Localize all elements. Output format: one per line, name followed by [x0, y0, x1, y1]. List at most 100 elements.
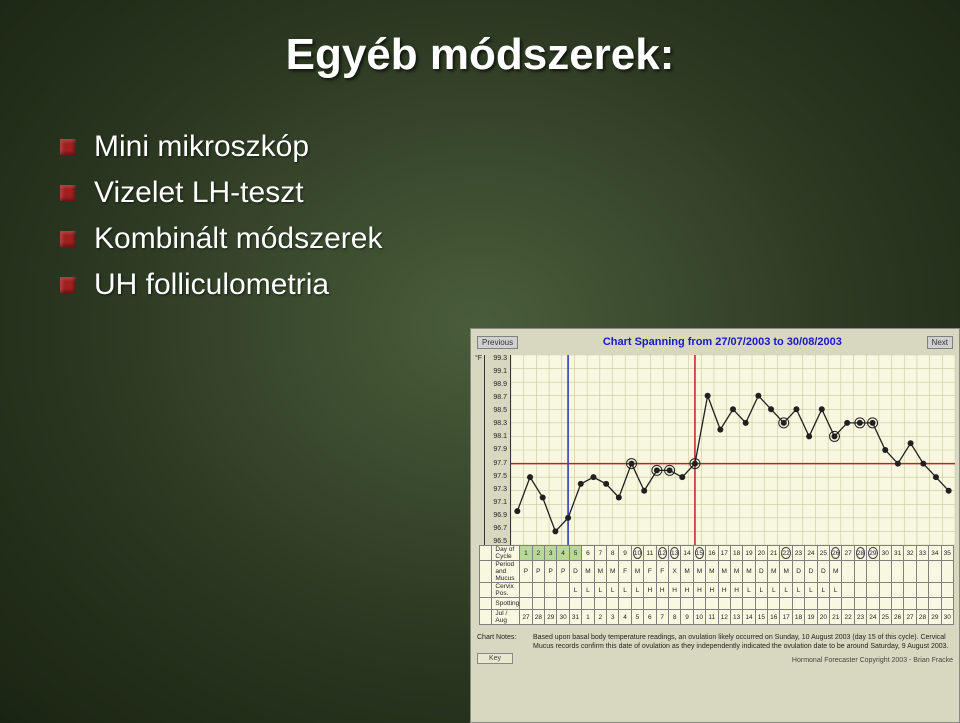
data-cell: 18	[792, 610, 804, 625]
data-cell: L	[594, 583, 606, 598]
data-cell: 29	[545, 610, 557, 625]
data-cell: 7	[594, 546, 606, 561]
data-cell: P	[557, 561, 569, 583]
data-cell: 22	[780, 546, 792, 561]
row-label: Period and Mucus	[492, 561, 520, 583]
data-cell: D	[755, 561, 767, 583]
previous-button[interactable]: Previous	[477, 336, 518, 349]
y-tick-label: 98.3	[485, 420, 507, 427]
bullet-marker-icon	[60, 231, 76, 247]
data-cell	[842, 583, 854, 598]
y-tick-label: 96.5	[485, 538, 507, 545]
data-cell: 17	[780, 610, 792, 625]
data-cell: 14	[743, 610, 755, 625]
bullet-marker-icon	[60, 277, 76, 293]
data-cell: 31	[569, 610, 581, 625]
data-cell: L	[582, 583, 594, 598]
y-axis: 99.399.198.998.798.598.398.197.997.797.5…	[485, 355, 511, 545]
data-cell	[805, 598, 817, 610]
data-cell	[656, 598, 668, 610]
data-cell: F	[619, 561, 631, 583]
data-cell	[929, 598, 941, 610]
data-cell	[916, 561, 928, 583]
data-cell: 8	[606, 546, 618, 561]
bullet-list: Mini mikroszkóp Vizelet LH-teszt Kombiná…	[60, 130, 960, 302]
data-cell: 17	[718, 546, 730, 561]
data-cell: M	[718, 561, 730, 583]
chart-notes: Chart Notes: Based upon basal body tempe…	[477, 633, 953, 651]
data-cell: 23	[792, 546, 804, 561]
next-button[interactable]: Next	[927, 336, 953, 349]
data-cell: F	[656, 561, 668, 583]
data-cell: L	[619, 583, 631, 598]
data-cell: D	[805, 561, 817, 583]
y-tick-label: 97.1	[485, 499, 507, 506]
data-cell: H	[693, 583, 705, 598]
data-cell	[780, 598, 792, 610]
data-cell: L	[768, 583, 780, 598]
data-cell: 20	[755, 546, 767, 561]
data-cell: H	[706, 583, 718, 598]
bullet-text: Kombinált módszerek	[94, 222, 382, 256]
data-cell: 30	[879, 546, 891, 561]
data-cell	[668, 598, 680, 610]
data-cell	[743, 598, 755, 610]
data-cell: L	[805, 583, 817, 598]
data-cell	[545, 598, 557, 610]
data-cell: 22	[842, 610, 854, 625]
data-cell: M	[743, 561, 755, 583]
data-cell: L	[792, 583, 804, 598]
data-cell: H	[730, 583, 742, 598]
data-cell: 19	[805, 610, 817, 625]
data-cell: 11	[706, 610, 718, 625]
data-cell	[644, 598, 656, 610]
data-cell: 12	[656, 546, 668, 561]
data-cell	[941, 561, 953, 583]
data-cell	[891, 598, 903, 610]
data-cell	[817, 598, 829, 610]
data-cell: L	[631, 583, 643, 598]
table-row: Jul / Aug2728293031123456789101112131415…	[480, 610, 954, 625]
data-cell	[792, 598, 804, 610]
y-tick-label: 97.3	[485, 486, 507, 493]
data-cell	[755, 598, 767, 610]
data-cell: 33	[916, 546, 928, 561]
data-cell: 18	[730, 546, 742, 561]
data-cell: P	[520, 561, 532, 583]
data-cell: 29	[867, 546, 879, 561]
y-tick-label: 97.9	[485, 446, 507, 453]
data-cell	[891, 561, 903, 583]
data-cell: 25	[817, 546, 829, 561]
data-cell: M	[594, 561, 606, 583]
data-cell: 21	[768, 546, 780, 561]
data-cell	[854, 561, 866, 583]
data-cell	[768, 598, 780, 610]
fertility-chart-app: Previous Chart Spanning from 27/07/2003 …	[470, 328, 960, 723]
data-cell: 30	[941, 610, 953, 625]
row-label: Cervix Pos.	[492, 583, 520, 598]
data-cell: M	[631, 561, 643, 583]
data-cell: 25	[879, 610, 891, 625]
data-cell: P	[532, 561, 544, 583]
y-tick-label: 99.3	[485, 355, 507, 362]
bullet-item: Vizelet LH-teszt	[60, 176, 960, 210]
data-cell: 1	[582, 610, 594, 625]
data-cell	[842, 598, 854, 610]
slide-title: Egyéb módszerek:	[0, 0, 960, 80]
table-row: Cervix Pos.LLLLLLHHHHHHHHLLLLLLLL	[480, 583, 954, 598]
data-cell: 4	[557, 546, 569, 561]
data-cell	[854, 583, 866, 598]
data-cell: H	[718, 583, 730, 598]
plot-area: °F 99.399.198.998.798.598.398.197.997.79…	[475, 355, 955, 625]
data-cell	[904, 598, 916, 610]
data-cell: P	[545, 561, 557, 583]
data-cell	[594, 598, 606, 610]
data-cell: 3	[606, 610, 618, 625]
bullet-item: Kombinált módszerek	[60, 222, 960, 256]
data-cell: H	[681, 583, 693, 598]
data-cell: 31	[891, 546, 903, 561]
y-tick-label: 96.7	[485, 525, 507, 532]
data-cell: 16	[706, 546, 718, 561]
data-cell: F	[644, 561, 656, 583]
data-cell: 16	[768, 610, 780, 625]
